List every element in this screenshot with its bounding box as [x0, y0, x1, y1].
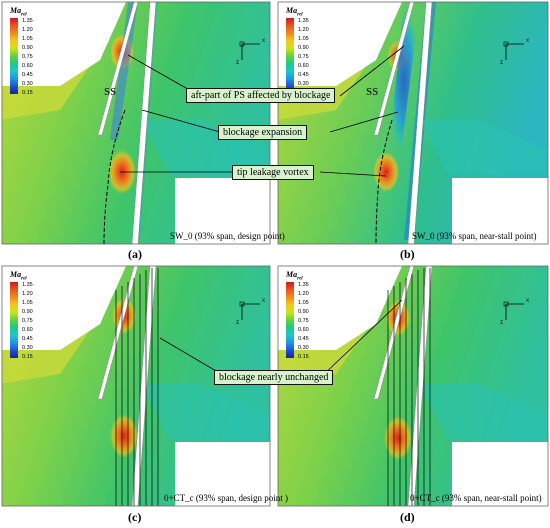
axis-x-label: x — [262, 38, 265, 44]
panel-d-frame — [277, 265, 549, 507]
axis-z-label: z — [236, 60, 239, 66]
axis-z-label: z — [236, 320, 239, 326]
panel-c-contour — [2, 266, 270, 506]
legend-tick: 0.60 — [298, 327, 309, 333]
mach-legend-b: Marel 1.35 1.20 1.05 0.90 0.75 0.60 0.45… — [282, 6, 322, 96]
panel-d-note: 0+CT_c (93% span, near-stall point) — [410, 493, 542, 503]
legend-tick: 0.15 — [22, 354, 33, 360]
panel-b-caption: (b) — [400, 247, 415, 261]
legend-tick: 1.35 — [298, 282, 309, 288]
panel-d-caption: (d) — [400, 510, 415, 524]
legend-tick: 1.05 — [22, 300, 33, 306]
panel-a-caption: (a) — [128, 247, 142, 261]
panel-a-frame — [1, 1, 271, 245]
legend-title: Marel — [286, 270, 303, 282]
legend-tick: 0.30 — [22, 345, 33, 351]
legend-tick: 0.90 — [298, 45, 309, 51]
panel-d-contour — [278, 266, 548, 506]
panel-a-contour — [2, 2, 270, 244]
legend-tick: 1.20 — [298, 27, 309, 33]
legend-tick: 0.45 — [298, 336, 309, 342]
panel-c-note: 0+CT_c (93% span, design point ) — [164, 493, 289, 503]
legend-title: Marel — [286, 6, 303, 18]
legend-colorbar — [286, 18, 294, 94]
legend-tick: 0.90 — [22, 309, 33, 315]
panel-b-frame — [277, 1, 549, 245]
legend-title: Marel — [10, 6, 27, 18]
legend-tick: 0.15 — [298, 354, 309, 360]
legend-tick: 0.90 — [22, 45, 33, 51]
axis-z-label: z — [500, 320, 503, 326]
axis-x-label: x — [262, 298, 265, 304]
legend-tick: 1.35 — [22, 282, 33, 288]
legend-tick: 0.75 — [298, 318, 309, 324]
panel-b-contour — [278, 2, 548, 244]
legend-tick: 0.30 — [22, 81, 33, 87]
coordinate-axes-a: x z — [236, 38, 276, 74]
legend-tick: 0.45 — [22, 72, 33, 78]
legend-tick: 1.20 — [22, 27, 33, 33]
legend-tick: 0.75 — [298, 54, 309, 60]
axis-z-label: z — [500, 60, 503, 66]
mach-legend-a: Marel 1.35 1.20 1.05 0.90 0.75 0.60 0.45… — [6, 6, 46, 96]
legend-tick: 0.60 — [22, 63, 33, 69]
callout-tip-leakage-vortex: tip leakage vortex — [232, 165, 314, 180]
legend-tick: 0.30 — [298, 81, 309, 87]
legend-tick: 1.35 — [22, 18, 33, 24]
coordinate-axes-c: x z — [236, 298, 276, 334]
coordinate-axes-b: x z — [500, 38, 540, 74]
callout-aft-part: aft-part of PS affected by blockage — [186, 88, 336, 103]
legend-tick: 0.75 — [22, 318, 33, 324]
coordinate-axes-d: x z — [500, 298, 540, 334]
legend-tick: 1.05 — [22, 36, 33, 42]
callout-blockage-expansion: blockage expansion — [218, 125, 308, 140]
legend-tick: 0.30 — [298, 345, 309, 351]
legend-tick: 1.05 — [298, 300, 309, 306]
panel-b-note: SW_0 (93% span, near-stall point) — [412, 231, 537, 241]
legend-tick: 1.20 — [22, 291, 33, 297]
legend-tick: 0.45 — [22, 336, 33, 342]
legend-tick: 0.75 — [22, 54, 33, 60]
axis-x-label: x — [526, 38, 529, 44]
legend-colorbar — [10, 282, 18, 358]
legend-tick: 1.35 — [298, 18, 309, 24]
axis-x-label: x — [526, 298, 529, 304]
legend-tick: 0.60 — [298, 63, 309, 69]
legend-title: Marel — [10, 270, 27, 282]
mach-legend-d: Marel 1.35 1.20 1.05 0.90 0.75 0.60 0.45… — [282, 270, 322, 360]
panel-c-frame — [1, 265, 271, 507]
panel-a-note: SW_0 (93% span, design point) — [170, 231, 285, 241]
legend-colorbar — [10, 18, 18, 94]
callout-blockage-unchanged: blockage nearly unchanged — [214, 370, 334, 385]
legend-tick: 0.90 — [298, 309, 309, 315]
legend-colorbar — [286, 282, 294, 358]
legend-tick: 1.20 — [298, 291, 309, 297]
legend-tick: 1.05 — [298, 36, 309, 42]
ss-label-a: SS — [104, 86, 117, 98]
mach-legend-c: Marel 1.35 1.20 1.05 0.90 0.75 0.60 0.45… — [6, 270, 46, 360]
legend-tick: 0.15 — [22, 90, 33, 96]
legend-tick: 0.60 — [22, 327, 33, 333]
panel-c-caption: (c) — [128, 510, 142, 524]
legend-tick: 0.45 — [298, 72, 309, 78]
ss-label-b: SS — [366, 86, 379, 98]
